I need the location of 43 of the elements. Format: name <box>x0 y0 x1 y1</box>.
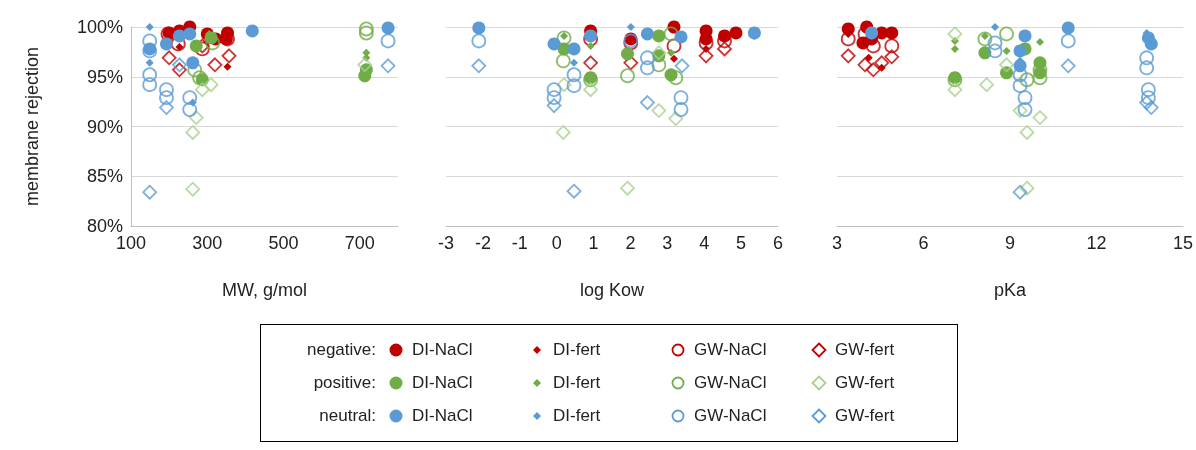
legend-label: GW-fert <box>835 339 895 360</box>
x-tick-label: 3 <box>662 233 673 253</box>
x-axis-title: MW, g/mol <box>221 280 308 300</box>
legend-label: DI-fert <box>553 372 601 393</box>
legend-label: GW-NaCl <box>694 339 767 360</box>
legend-label: GW-NaCl <box>694 372 767 393</box>
y-tick-label: 90% <box>86 116 123 137</box>
x-tick-label: 100 <box>115 233 147 253</box>
x-tick-label: 6 <box>918 233 929 253</box>
legend-label: DI-NaCl <box>412 372 473 393</box>
legend-label: DI-NaCl <box>412 339 473 360</box>
x-tick-label: 5 <box>736 233 747 253</box>
x-tick-label: 6 <box>772 233 784 253</box>
text: negative: <box>306 339 377 360</box>
y-tick-label: 100% <box>76 17 123 37</box>
text: neutral: <box>318 405 377 426</box>
legend-label: DI-fert <box>553 405 601 426</box>
x-tick-label: 300 <box>192 233 223 253</box>
y-tick-label: 85% <box>86 166 123 187</box>
y-tick-label: 80% <box>86 216 123 236</box>
x-tick-label: -1 <box>511 233 528 253</box>
x-tick-label: 9 <box>1004 233 1015 253</box>
x-tick-label: 12 <box>1086 233 1107 253</box>
x-axis-title: pKa <box>993 280 1027 300</box>
x-axis-title: log Kow <box>579 280 646 300</box>
legend-label: GW-NaCl <box>694 405 767 426</box>
x-tick-label: -2 <box>474 233 491 253</box>
legend-label: DI-fert <box>553 339 601 360</box>
text: positive: <box>312 372 377 393</box>
x-tick-label: 0 <box>551 233 562 253</box>
x-tick-label: -3 <box>437 233 455 253</box>
legend-label: GW-fert <box>835 372 895 393</box>
x-tick-label: 3 <box>831 233 843 253</box>
x-tick-label: 700 <box>344 233 375 253</box>
x-tick-label: 500 <box>268 233 299 253</box>
x-tick-label: 15 <box>1172 233 1193 253</box>
x-tick-label: 1 <box>588 233 599 253</box>
x-tick-label: 2 <box>625 233 636 253</box>
x-tick-label: 4 <box>699 233 710 253</box>
legend-label: DI-NaCl <box>412 405 473 426</box>
legend-label: GW-fert <box>835 405 895 426</box>
y-tick-label: 95% <box>86 66 123 87</box>
y-axis-title: membrane rejection <box>22 46 42 207</box>
